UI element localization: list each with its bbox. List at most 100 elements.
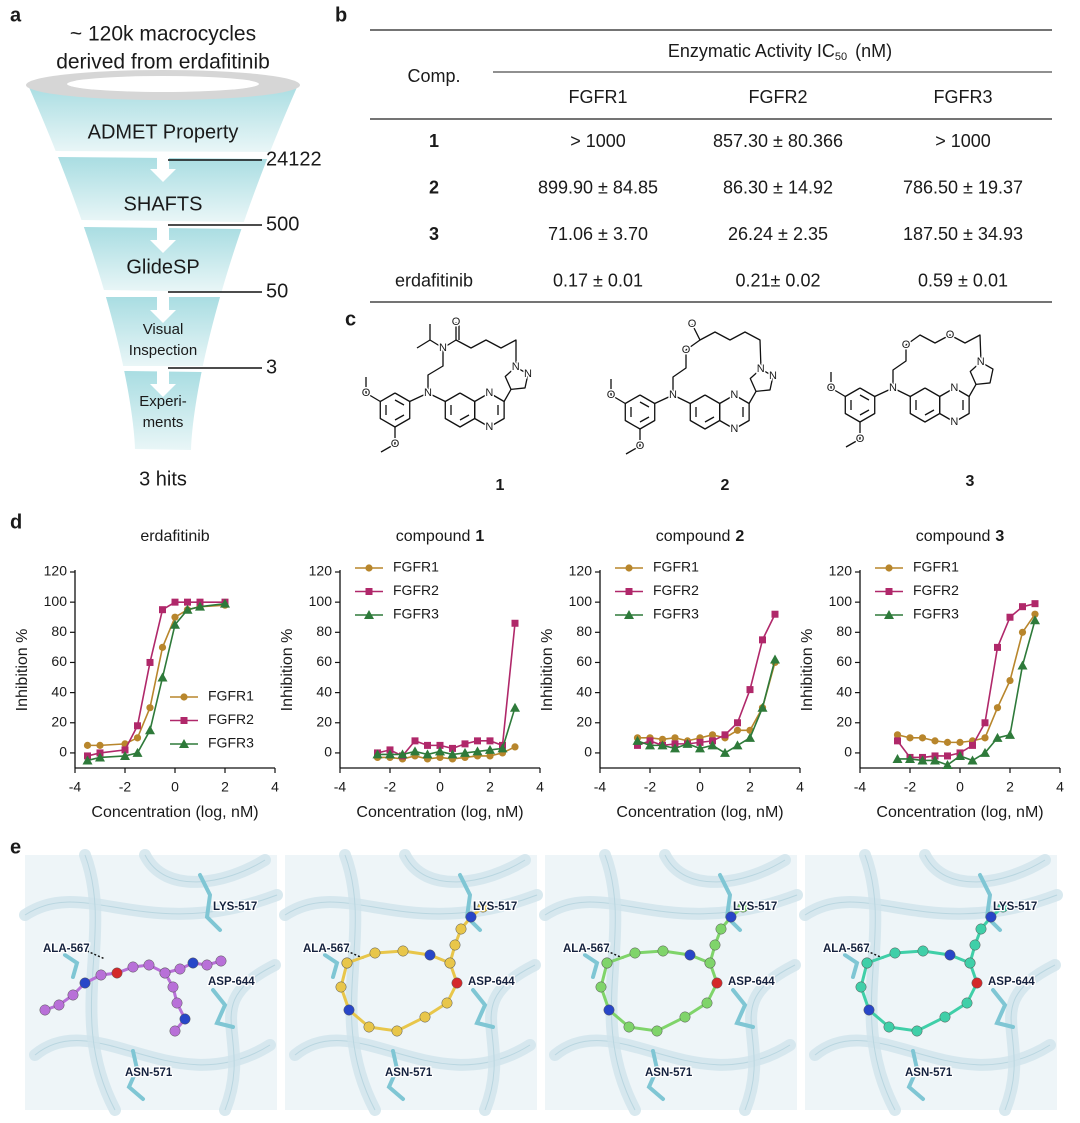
bond [845, 422, 861, 448]
bond [830, 372, 846, 398]
atom-label: O [452, 316, 461, 328]
funnel-result: 3 hits [139, 468, 187, 490]
legend-marker [624, 610, 634, 619]
y-tick-label: 100 [44, 593, 68, 609]
data-point [120, 750, 130, 760]
data-point [511, 743, 519, 751]
ligand-atom [737, 901, 749, 913]
data-point [497, 743, 508, 753]
funnel-stage: ADMET Property [88, 121, 239, 143]
atom-label: O [362, 387, 371, 399]
data-point [893, 731, 902, 739]
ligand-atom [369, 947, 381, 959]
legend-marker [365, 588, 373, 595]
bond [416, 339, 431, 349]
y-tick-label: 0 [324, 744, 332, 760]
table-row-label: erdafitinib [395, 270, 473, 290]
bond [365, 377, 381, 403]
residue-label: LYS-517 [473, 901, 517, 913]
protein-ribbon-edge [224, 964, 276, 1111]
data-point [422, 749, 433, 759]
atom-label: O [827, 382, 836, 394]
atom-label: N [730, 389, 738, 401]
docking-panel: LYS-517 ALA-567 ASP-644 ASN-571 [19, 849, 283, 1116]
header-text: Enzymatic Activity IC [668, 41, 835, 61]
data-point [771, 610, 779, 618]
legend-label: FGFR1 [393, 559, 439, 575]
ligand-atom [449, 939, 461, 951]
ligand-atom [969, 939, 981, 951]
ligand-atom [657, 945, 669, 957]
table-cell: 26.24 ± 2.35 [728, 224, 828, 244]
funnel-title: ~ 120k macrocycles [70, 23, 256, 46]
data-point [969, 741, 976, 749]
data-point [981, 734, 989, 742]
data-point [993, 704, 1002, 712]
residue-label: ALA-567 [43, 943, 90, 955]
data-point [82, 755, 93, 765]
ligand-atom [444, 957, 456, 969]
legend-label: FGFR3 [913, 606, 959, 622]
data-point [670, 743, 680, 753]
panel-label: e [10, 836, 21, 858]
ligand-atom [944, 949, 956, 961]
data-point [657, 740, 668, 750]
x-tick-label: -2 [119, 779, 132, 795]
table-column-header: FGFR1 [568, 87, 627, 107]
series-line [897, 613, 1036, 744]
residue-stick [323, 953, 340, 979]
y-tick-label: 120 [309, 563, 333, 579]
y-tick-label: 40 [316, 683, 332, 699]
ligand-atom [419, 1011, 431, 1023]
residue-stick [126, 1049, 145, 1101]
structure-label: 2 [721, 477, 730, 494]
funnel-stage: Visual [143, 321, 184, 338]
ligand-atom [711, 977, 723, 989]
data-point [905, 753, 915, 763]
data-point [942, 759, 953, 769]
data-point [171, 613, 179, 621]
hbond [86, 950, 106, 960]
series-line [377, 623, 516, 757]
funnel-arrow [150, 296, 176, 323]
data-point [397, 749, 408, 759]
data-point [720, 747, 730, 757]
bond [427, 348, 444, 393]
data-point [944, 752, 951, 760]
atom-label: N [889, 382, 897, 394]
funnel-count: 24122 [266, 148, 322, 170]
residue-stick [906, 1049, 925, 1101]
y-tick-label: 100 [569, 593, 593, 609]
bond [394, 399, 405, 406]
data-point [1031, 600, 1039, 608]
table-cell: 0.17 ± 0.01 [553, 270, 643, 290]
data-point [157, 672, 168, 682]
residue-stick [471, 988, 495, 1029]
protein-ribbon-edge [864, 854, 896, 1111]
table-cell: 899.90 ± 84.85 [538, 177, 658, 197]
data-point [632, 735, 643, 745]
legend-marker [885, 588, 893, 595]
atom-label: N [950, 416, 958, 428]
residue-label: ALA-567 [823, 943, 870, 955]
data-point [424, 741, 431, 749]
protein-ribbon-edge [144, 854, 266, 883]
table-cell: 187.50 ± 34.93 [903, 224, 1023, 244]
ligand-atom [679, 1011, 691, 1023]
data-point [411, 737, 419, 745]
data-point [220, 598, 230, 608]
residue-stick [458, 873, 482, 932]
data-point [372, 749, 383, 759]
atom-label: N [439, 342, 447, 354]
data-point [931, 737, 939, 745]
legend-label: FGFR3 [208, 735, 254, 751]
ligand-atom [964, 957, 976, 969]
y-tick-label: 0 [584, 744, 592, 760]
data-point [134, 722, 141, 730]
atom-label: O [607, 389, 616, 401]
data-point [436, 753, 444, 762]
ligand-atom [465, 911, 477, 923]
data-point [892, 753, 903, 763]
x-tick-label: 0 [956, 779, 964, 795]
bond [624, 394, 656, 430]
